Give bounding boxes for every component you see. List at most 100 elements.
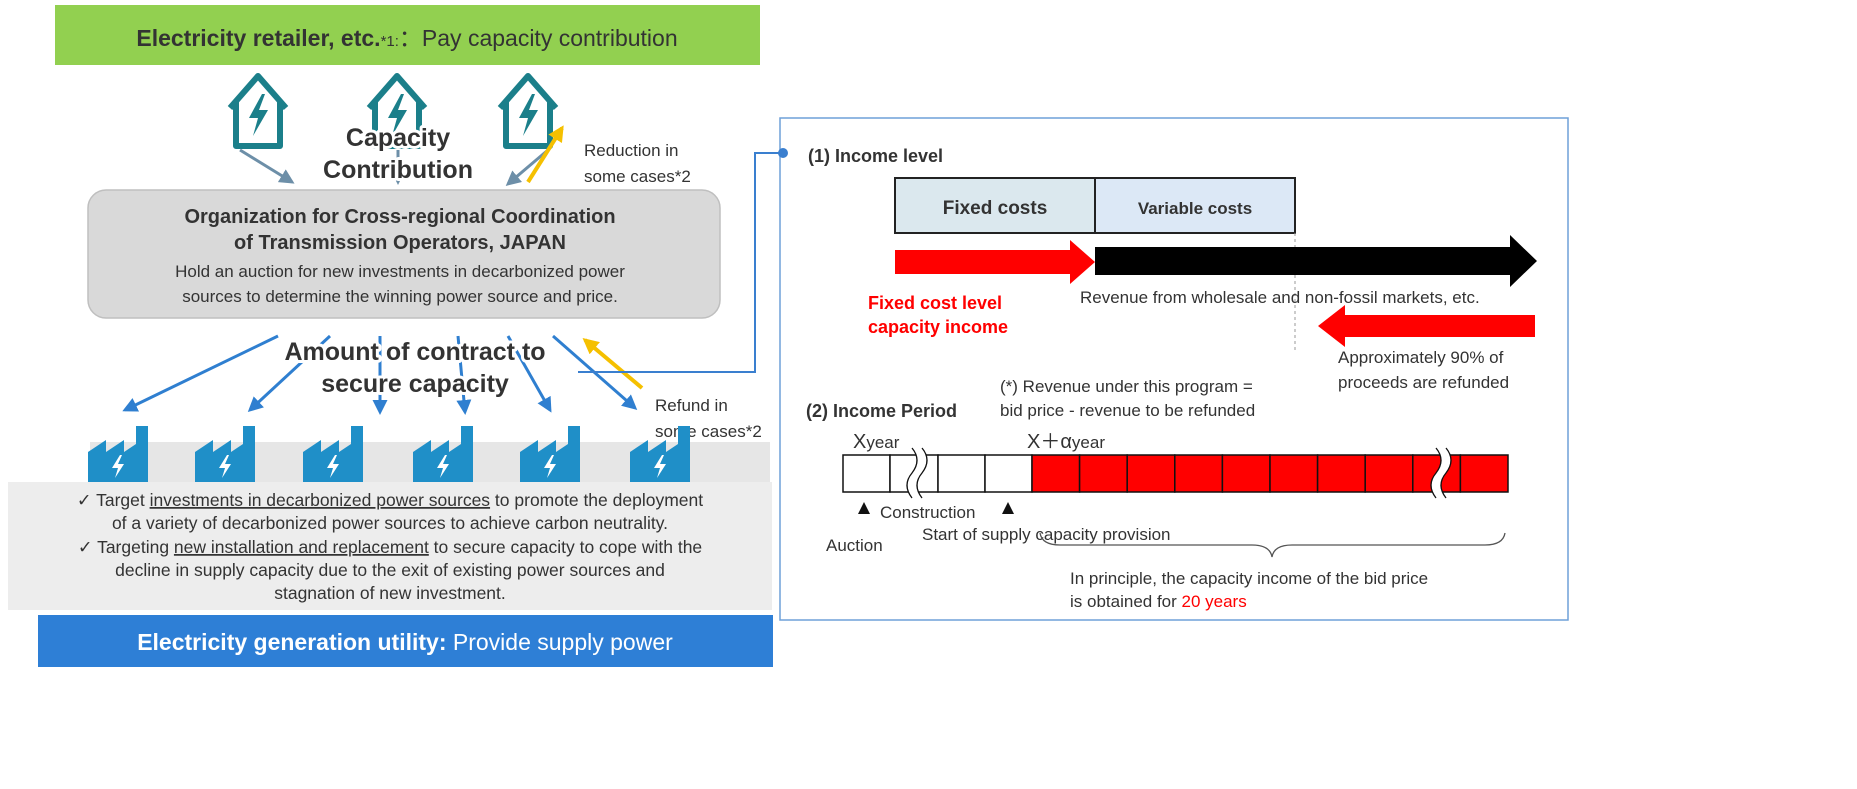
period-note: (*) Revenue under this program = xyxy=(1000,377,1253,396)
factory-icon xyxy=(630,426,690,482)
refund-note: some cases*2 xyxy=(655,422,762,441)
bolt-icon xyxy=(249,94,268,136)
refund-arrow xyxy=(582,337,644,390)
bullet-underline: new installation and replacement xyxy=(174,537,429,557)
house-icon xyxy=(497,73,559,149)
timeline-cell xyxy=(1269,454,1319,493)
contract-amount: secure capacity xyxy=(321,370,509,398)
reduction-note: some cases*2 xyxy=(584,167,691,186)
arrow xyxy=(239,148,295,184)
factory-icon xyxy=(195,426,255,482)
factory-icon xyxy=(520,426,580,482)
timeline-cell xyxy=(984,454,1033,493)
retailer-banner xyxy=(55,5,760,65)
arrow xyxy=(122,334,279,412)
auction: Auction xyxy=(826,536,883,555)
principle: In principle, the capacity income of the… xyxy=(1070,569,1428,588)
generator-banner-text: Electricity generation utility: Provide … xyxy=(137,629,673,655)
house-icon xyxy=(227,73,289,149)
supply-year-symbol: X＋α xyxy=(1027,431,1072,453)
bullet-line: decline in supply capacity due to the ex… xyxy=(115,560,665,580)
break-mark xyxy=(906,447,928,499)
bullet-line: stagnation of new investment. xyxy=(274,583,506,603)
bullet-text: of a variety of decarbonized power sourc… xyxy=(112,513,668,533)
bullet-line: of a variety of decarbonized power sourc… xyxy=(112,513,668,533)
bullet-line: ✓ Target investments in decarbonized pow… xyxy=(77,490,703,510)
bullet-mark: ✓ xyxy=(77,490,92,510)
timeline-cell xyxy=(1031,454,1081,493)
timeline-cell xyxy=(937,454,986,493)
bullet-mark: ✓ xyxy=(78,537,93,557)
fixed-costs: Fixed costs xyxy=(943,198,1048,219)
bolt-icon xyxy=(519,94,538,136)
bolt-icon xyxy=(219,455,231,478)
factory-icon xyxy=(88,426,148,482)
reduction-note: Reduction in xyxy=(584,141,679,160)
bullet-underline: investments in decarbonized power source… xyxy=(150,490,491,510)
income-period-heading: (2) Income Period xyxy=(806,401,957,421)
auction-marker xyxy=(858,502,870,514)
bolt-icon xyxy=(327,455,339,478)
retailer-banner-text: Electricity retailer, etc.*1:：Pay capaci… xyxy=(136,25,677,51)
arrow xyxy=(505,148,549,186)
supply-marker xyxy=(1002,502,1014,514)
occto-title: of Transmission Operators, JAPAN xyxy=(234,232,566,254)
bullet-text: Targeting xyxy=(97,537,174,557)
arrow xyxy=(456,335,472,415)
arrow xyxy=(247,334,332,413)
connector xyxy=(578,152,783,373)
generator-banner xyxy=(38,615,773,667)
refund-share: Approximately 90% of xyxy=(1338,348,1504,367)
contract-amount: Amount of contract to xyxy=(284,338,545,366)
timeline-cell xyxy=(1316,454,1366,493)
timeline-cell xyxy=(1126,454,1176,493)
bolt-icon xyxy=(437,455,449,478)
timeline-cell xyxy=(1174,454,1224,493)
refund-note: Refund in xyxy=(655,396,728,415)
timeline-cell xyxy=(842,454,891,493)
occto-title: Organization for Cross-regional Coordina… xyxy=(184,206,615,228)
generator-text: Provide supply power xyxy=(447,629,674,655)
retailer-note: *1: xyxy=(381,33,399,50)
arrow xyxy=(506,335,552,413)
bullet-box xyxy=(8,482,772,610)
bolt-icon xyxy=(112,455,124,478)
capacity-contribution: Contribution xyxy=(323,156,473,184)
capacity-contribution: Capacity xyxy=(346,124,450,152)
reduction-arrow xyxy=(526,125,564,184)
market-revenue: Revenue from wholesale and non-fossil ma… xyxy=(1080,288,1480,307)
retailer-text: ：Pay capacity contribution xyxy=(399,25,678,51)
bolt-icon xyxy=(388,94,407,136)
generator-title: Electricity generation utility: xyxy=(137,629,446,655)
house-icons xyxy=(227,73,559,149)
bullet-text: Target xyxy=(96,490,150,510)
market-revenue-arrow xyxy=(1095,235,1537,287)
bullet-text: to secure capacity to cope with the xyxy=(429,537,702,557)
start-year-symbol: X xyxy=(853,431,866,453)
timeline xyxy=(842,447,1509,499)
bullet-text: to promote the deployment xyxy=(490,490,703,510)
refund-arrow-right xyxy=(1318,305,1535,347)
bullet-line: ✓ Targeting new installation and replace… xyxy=(78,537,702,557)
factory-icons xyxy=(88,426,690,482)
refund-share: proceeds are refunded xyxy=(1338,373,1509,392)
bullet-text: decline in supply capacity due to the ex… xyxy=(115,560,665,580)
timeline-cell xyxy=(1459,454,1509,493)
brace xyxy=(1039,532,1506,558)
construction: Construction xyxy=(880,503,975,522)
period-note: bid price - revenue to be refunded xyxy=(1000,401,1255,420)
bolt-icon xyxy=(544,455,556,478)
income-level-heading: (1) Income level xyxy=(808,146,943,166)
connector-dot xyxy=(778,148,788,158)
variable-costs-box xyxy=(1094,177,1296,234)
break-gap xyxy=(1431,448,1451,498)
supply-year-unit: year xyxy=(1072,433,1105,452)
principle-text: is obtained for xyxy=(1070,592,1182,611)
principle: is obtained for 20 years xyxy=(1070,592,1247,611)
occto-box xyxy=(87,189,721,319)
start-year-unit: year xyxy=(866,433,899,452)
fixed-income-arrow xyxy=(895,240,1095,284)
break-mark xyxy=(1430,447,1452,499)
fixed-income: Fixed cost level xyxy=(868,293,1002,313)
